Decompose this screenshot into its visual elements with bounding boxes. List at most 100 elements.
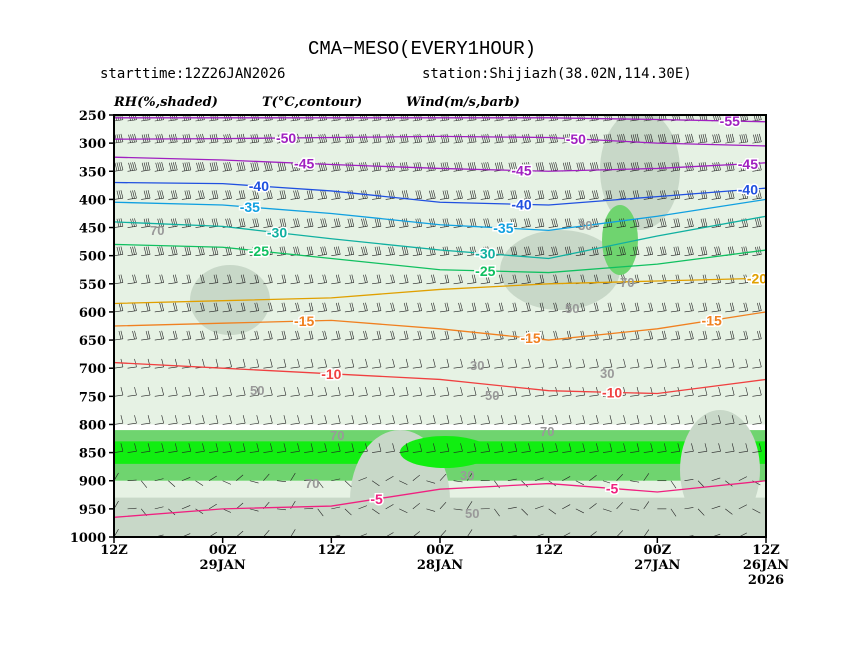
barb-shaft — [725, 197, 735, 200]
wind-barb — [480, 274, 490, 285]
barb-feather — [318, 134, 322, 143]
barb-feather — [401, 246, 405, 256]
barb-feather — [188, 387, 192, 396]
barb-feather — [745, 133, 749, 142]
barb-shaft — [643, 225, 653, 228]
barb-shaft — [711, 254, 721, 256]
y-tick-label: 900 — [79, 475, 106, 490]
barb-feather — [295, 115, 298, 121]
wind-barb — [276, 415, 287, 425]
barb-feather — [644, 162, 648, 171]
barb-shaft — [521, 197, 531, 200]
wind-barb — [263, 330, 273, 341]
barb-feather — [742, 115, 745, 121]
barb-shaft — [589, 394, 599, 397]
barb-shaft — [276, 480, 286, 482]
wind-barb — [575, 415, 586, 425]
barb-feather — [386, 115, 389, 121]
wind-barb — [670, 480, 677, 489]
barb-shaft — [765, 424, 766, 425]
barb-shaft — [222, 310, 232, 313]
barb-feather — [712, 162, 715, 171]
barb-feather — [417, 274, 421, 283]
barb-shaft — [209, 310, 219, 313]
barb-feather — [322, 218, 325, 227]
barb-feather — [740, 115, 743, 121]
barb-feather — [524, 218, 527, 227]
barb-feather — [771, 247, 773, 255]
barb-feather — [731, 161, 735, 171]
barb-feather — [403, 246, 407, 255]
wind-barb — [181, 358, 192, 369]
barb-feather — [378, 218, 382, 227]
wind-barb — [602, 415, 613, 425]
wind-barb — [738, 476, 747, 482]
barb-feather — [279, 190, 283, 199]
barb-feather — [512, 218, 516, 227]
barb-feather — [349, 331, 353, 340]
barb-feather — [188, 161, 192, 171]
barb-shaft — [236, 310, 246, 313]
wind-barb — [643, 529, 650, 537]
temp-contour--45 — [114, 156, 766, 172]
barb-feather — [347, 134, 351, 143]
barb-feather — [700, 190, 704, 199]
barb-shaft — [385, 254, 395, 256]
wind-barb — [711, 477, 721, 482]
wind-barb — [358, 443, 368, 453]
wind-barb — [181, 443, 192, 453]
barb-feather — [238, 246, 242, 256]
barb-shaft — [616, 451, 626, 453]
barb-shaft — [114, 394, 123, 397]
barb-feather — [386, 134, 389, 143]
wind-barb — [439, 530, 447, 537]
wind-barb — [562, 476, 571, 481]
barb-feather — [188, 274, 192, 283]
barb-feather — [268, 115, 271, 121]
barb-feather — [577, 115, 580, 121]
wind-barb — [114, 415, 124, 425]
barb-shaft — [263, 119, 273, 122]
barb-shaft — [168, 422, 178, 425]
barb-feather — [743, 246, 747, 255]
barb-shaft — [616, 282, 626, 285]
wind-barb — [222, 387, 232, 397]
wind-barb — [725, 161, 735, 172]
barb-feather — [120, 133, 124, 142]
barb-shaft — [480, 254, 490, 256]
barb-shaft — [263, 169, 273, 172]
barb-feather — [623, 415, 626, 424]
barb-feather — [539, 302, 543, 312]
barb-shaft — [630, 282, 640, 285]
barb-feather — [759, 358, 762, 368]
barb-shaft — [752, 254, 762, 256]
barb-feather — [485, 162, 488, 171]
barb-feather — [663, 133, 667, 142]
barb-feather — [229, 218, 232, 227]
wind-barb — [154, 506, 164, 510]
barb-feather — [283, 358, 287, 368]
barb-feather — [349, 246, 353, 255]
barb-shaft — [236, 141, 246, 144]
wind-barb — [399, 480, 408, 485]
barb-shaft — [181, 197, 191, 200]
barb-feather — [580, 302, 584, 312]
barb-shaft — [168, 282, 178, 285]
barb-shaft — [630, 366, 640, 369]
barb-feather — [215, 274, 219, 283]
barb-feather — [186, 246, 190, 255]
temp-contour--15 — [114, 311, 766, 341]
barb-feather — [308, 246, 312, 255]
barb-feather — [634, 134, 638, 143]
wind-barb — [141, 443, 151, 453]
temp-contour--55 — [114, 117, 766, 123]
wind-barb — [358, 477, 368, 482]
wind-barb — [372, 443, 382, 453]
barb-feather — [431, 302, 434, 312]
wind-barb — [698, 246, 708, 256]
barb-feather — [310, 190, 314, 199]
wind-barb — [154, 387, 164, 397]
barb-shaft — [548, 119, 558, 122]
temp-contour--40 — [114, 181, 766, 206]
wind-barb — [752, 508, 761, 514]
